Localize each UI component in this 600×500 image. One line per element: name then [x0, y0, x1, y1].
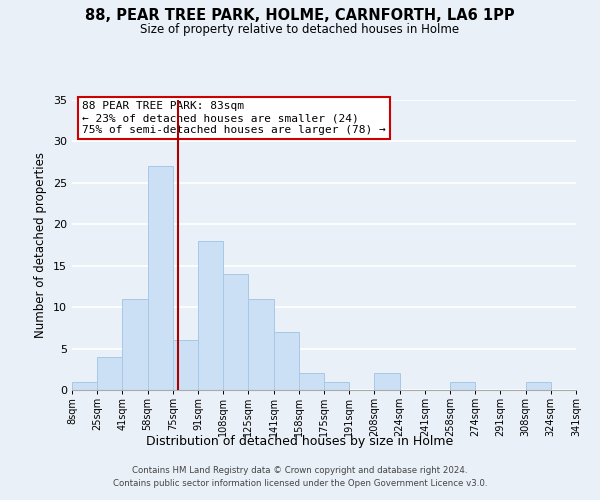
- Bar: [274, 332, 299, 390]
- Bar: [198, 241, 223, 390]
- Bar: [97, 357, 122, 390]
- Text: 88 PEAR TREE PARK: 83sqm
← 23% of detached houses are smaller (24)
75% of semi-d: 88 PEAR TREE PARK: 83sqm ← 23% of detach…: [82, 102, 386, 134]
- Y-axis label: Number of detached properties: Number of detached properties: [34, 152, 47, 338]
- Text: Contains HM Land Registry data © Crown copyright and database right 2024.
Contai: Contains HM Land Registry data © Crown c…: [113, 466, 487, 487]
- Bar: [450, 382, 475, 390]
- Bar: [122, 299, 148, 390]
- Bar: [72, 382, 97, 390]
- Bar: [324, 382, 349, 390]
- Text: Size of property relative to detached houses in Holme: Size of property relative to detached ho…: [140, 22, 460, 36]
- Bar: [223, 274, 248, 390]
- Text: Distribution of detached houses by size in Holme: Distribution of detached houses by size …: [146, 435, 454, 448]
- Bar: [173, 340, 198, 390]
- Bar: [148, 166, 173, 390]
- Bar: [299, 374, 324, 390]
- Bar: [526, 382, 551, 390]
- Text: 88, PEAR TREE PARK, HOLME, CARNFORTH, LA6 1PP: 88, PEAR TREE PARK, HOLME, CARNFORTH, LA…: [85, 8, 515, 22]
- Bar: [374, 374, 400, 390]
- Bar: [248, 299, 274, 390]
